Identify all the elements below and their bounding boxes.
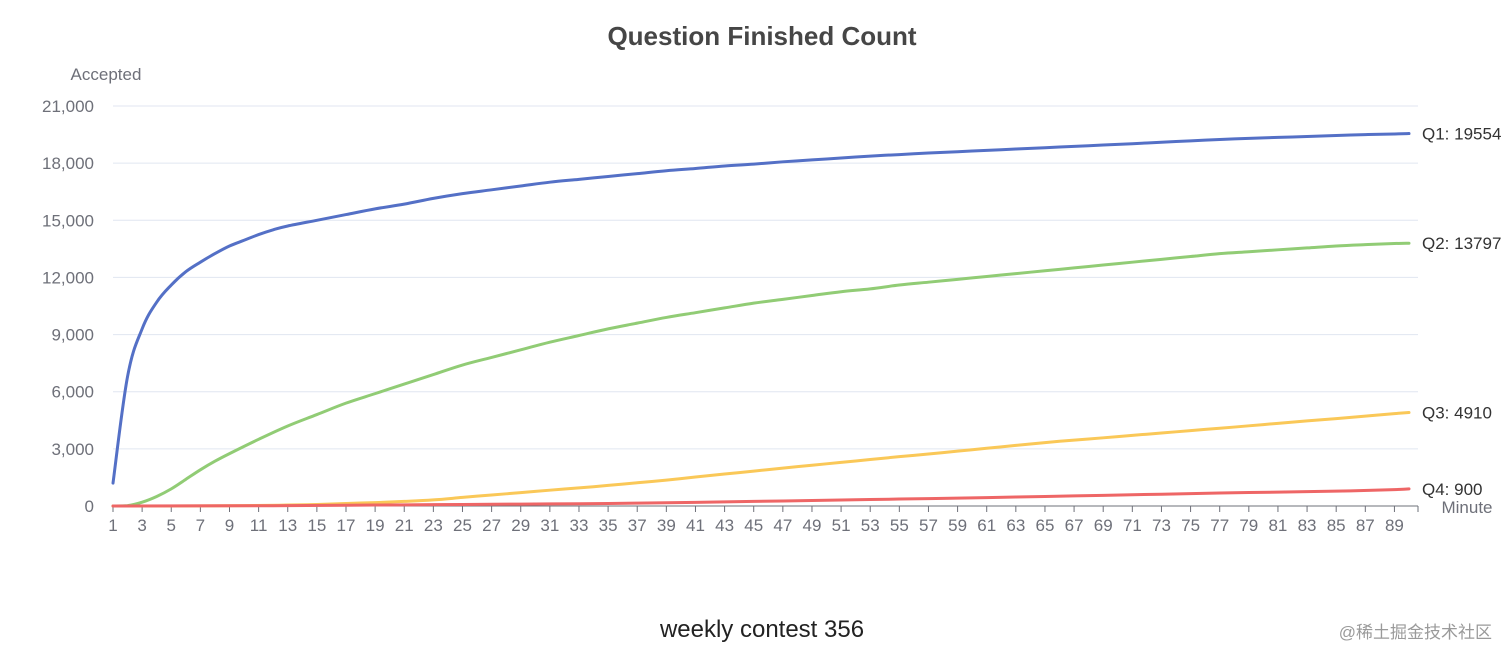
x-tick-label: 75 xyxy=(1181,516,1200,535)
chart-title: Question Finished Count xyxy=(607,21,916,51)
x-tick-label: 59 xyxy=(948,516,967,535)
x-tick-label: 25 xyxy=(453,516,472,535)
x-axis-ticks: 1 3 5 7 9 11 13 15 17 19 21 23 25 27 29 31 33 35 37 39 41 43 4… xyxy=(108,506,1419,535)
y-tick-label: 12,000 xyxy=(42,268,94,287)
x-tick-label: 1 xyxy=(108,516,117,535)
x-tick-label: 61 xyxy=(977,516,996,535)
x-tick-label: 63 xyxy=(1006,516,1025,535)
x-tick-label: 69 xyxy=(1094,516,1113,535)
x-tick-label: 45 xyxy=(744,516,763,535)
x-tick-label: 3 xyxy=(137,516,146,535)
x-tick-label: 9 xyxy=(225,516,234,535)
x-tick-label: 51 xyxy=(832,516,851,535)
x-tick-label: 21 xyxy=(395,516,414,535)
grid-lines xyxy=(113,105,1418,450)
y-tick-label: 6,000 xyxy=(51,383,94,402)
chart-footer: weekly contest 356 xyxy=(659,616,864,643)
end-label-q2: Q2: 13797 xyxy=(1422,234,1501,253)
x-tick-label: 23 xyxy=(424,516,443,535)
series-end-labels: Q1: 19554 Q2: 13797 Q3: 4910 Q4: 900 xyxy=(1422,125,1501,499)
x-tick-label: 5 xyxy=(167,516,176,535)
x-tick-label: 7 xyxy=(196,516,205,535)
x-tick-label: 19 xyxy=(366,516,385,535)
y-tick-label: 3,000 xyxy=(51,440,94,459)
x-tick-label: 87 xyxy=(1356,516,1375,535)
series-line-q1 xyxy=(111,132,1411,485)
x-tick-label: 33 xyxy=(570,516,589,535)
x-tick-label: 79 xyxy=(1239,516,1258,535)
y-tick-label: 0 xyxy=(85,497,94,516)
x-axis-label: Minute xyxy=(1441,498,1492,517)
x-tick-label: 71 xyxy=(1123,516,1142,535)
x-tick-label: 13 xyxy=(278,516,297,535)
x-tick-label: 27 xyxy=(482,516,501,535)
x-tick-label: 73 xyxy=(1152,516,1171,535)
x-tick-label: 43 xyxy=(715,516,734,535)
y-tick-label: 18,000 xyxy=(42,154,94,173)
x-tick-label: 85 xyxy=(1327,516,1346,535)
x-tick-label: 11 xyxy=(250,516,268,535)
x-tick-label: 65 xyxy=(1035,516,1054,535)
x-tick-label: 15 xyxy=(307,516,326,535)
x-tick-label: 81 xyxy=(1268,516,1287,535)
x-tick-label: 83 xyxy=(1298,516,1317,535)
y-tick-label: 21,000 xyxy=(42,97,94,116)
y-axis-ticks: 0 3,000 6,000 9,000 12,000 15,000 18,000 21,000 xyxy=(42,97,94,516)
x-tick-label: 35 xyxy=(599,516,618,535)
x-tick-label: 67 xyxy=(1065,516,1084,535)
x-tick-label: 31 xyxy=(540,516,559,535)
series-line-q2 xyxy=(111,241,1411,508)
x-tick-label: 77 xyxy=(1210,516,1229,535)
x-tick-label: 41 xyxy=(686,516,705,535)
x-tick-label: 53 xyxy=(861,516,880,535)
x-tick-label: 49 xyxy=(803,516,822,535)
y-tick-label: 15,000 xyxy=(42,211,94,230)
x-tick-label: 55 xyxy=(890,516,909,535)
x-tick-label: 39 xyxy=(657,516,676,535)
x-tick-label: 17 xyxy=(337,516,356,535)
series-line-q4 xyxy=(111,487,1411,508)
x-tick-label: 47 xyxy=(773,516,792,535)
x-tick-label: 37 xyxy=(628,516,647,535)
end-label-q1: Q1: 19554 xyxy=(1422,125,1501,144)
end-label-q3: Q3: 4910 xyxy=(1422,403,1492,422)
y-axis-label: Accepted xyxy=(71,65,142,84)
series-lines xyxy=(111,132,1411,508)
y-tick-label: 9,000 xyxy=(51,326,94,345)
x-tick-label: 57 xyxy=(919,516,938,535)
x-tick-label: 89 xyxy=(1385,516,1404,535)
end-label-q4: Q4: 900 xyxy=(1422,480,1483,499)
watermark: @稀土掘金技术社区 xyxy=(1339,623,1492,642)
x-tick-label: 29 xyxy=(511,516,530,535)
series-line-q3 xyxy=(111,410,1411,508)
